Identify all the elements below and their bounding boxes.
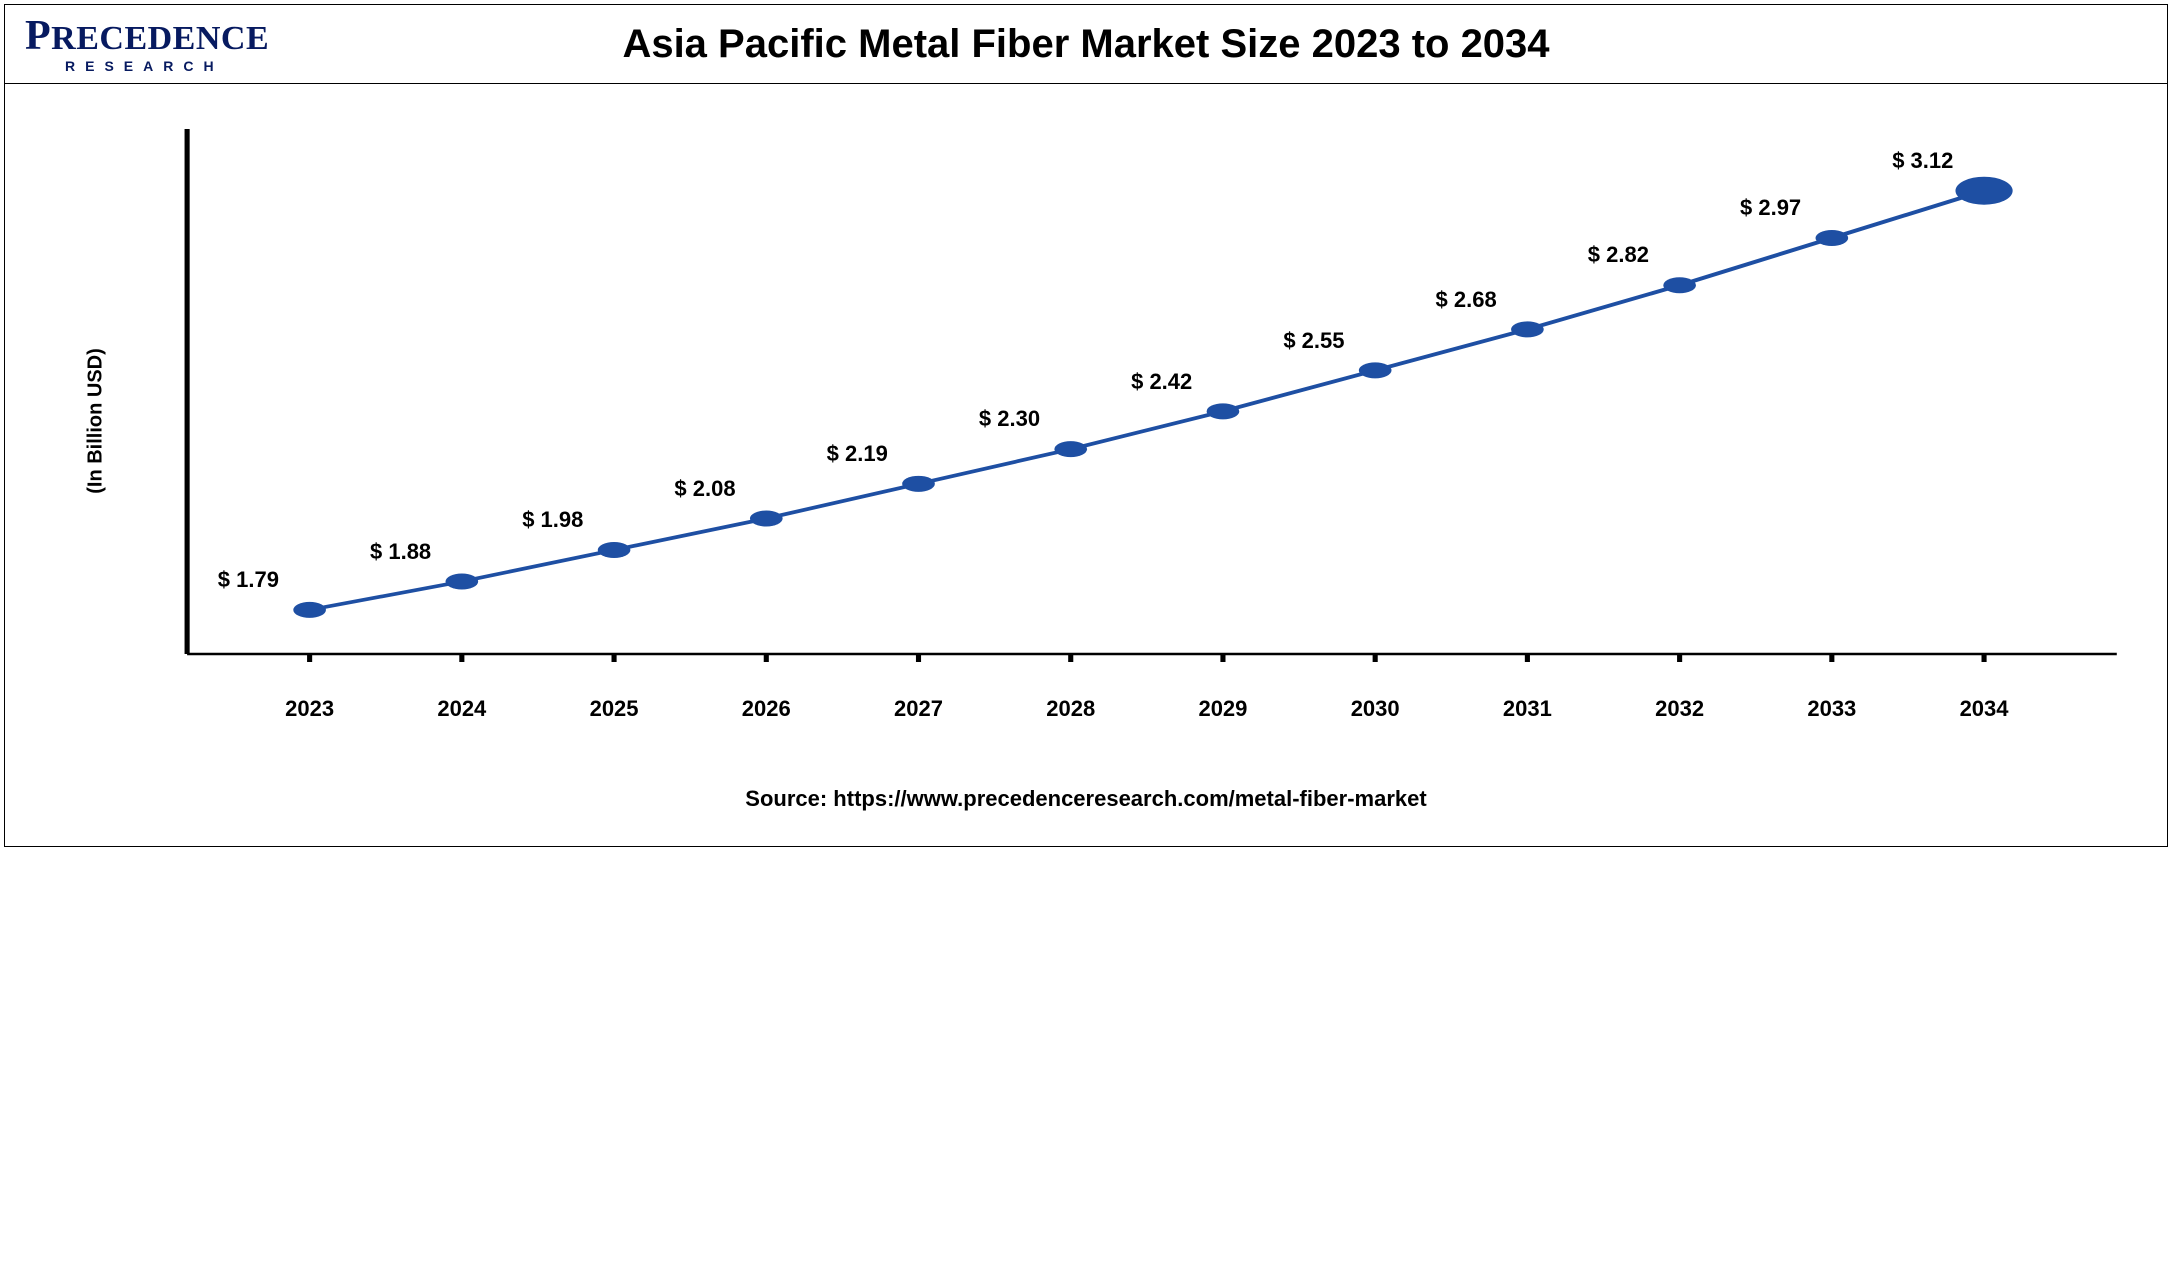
data-point — [293, 602, 326, 618]
x-tick-label: 2031 — [1503, 696, 1552, 722]
data-point — [1663, 277, 1696, 293]
data-label: $ 2.19 — [827, 441, 888, 467]
data-point — [1054, 441, 1087, 457]
chart-area: (In Billion USD) $ 1.79$ 1.88$ 1.98$ 2.0… — [5, 84, 2167, 758]
data-point — [1511, 321, 1544, 337]
x-tick-label: 2034 — [1960, 696, 2009, 722]
x-tick-label: 2024 — [437, 696, 486, 722]
data-point — [1359, 362, 1392, 378]
x-tick-label: 2025 — [590, 696, 639, 722]
x-tick-label: 2023 — [285, 696, 334, 722]
header: PRECEDENCE RESEARCH Asia Pacific Metal F… — [5, 5, 2167, 84]
logo: PRECEDENCE RESEARCH — [25, 15, 269, 73]
chart-title: Asia Pacific Metal Fiber Market Size 202… — [5, 22, 2167, 67]
data-point — [1816, 230, 1849, 246]
x-axis-ticks: 2023 2024 2025 2026 2027 2028 2029 2030 2031 2032… — [85, 688, 2127, 738]
data-label: $ 2.68 — [1436, 287, 1497, 313]
source-text: Source: https://www.precedenceresearch.c… — [5, 758, 2167, 846]
data-point — [598, 542, 631, 558]
x-tick-label: 2032 — [1655, 696, 1704, 722]
plot-svg — [85, 124, 2127, 684]
data-label: $ 2.97 — [1740, 195, 1801, 221]
data-label: $ 1.98 — [522, 507, 583, 533]
data-label: $ 3.12 — [1892, 148, 1953, 174]
data-point — [1955, 177, 2012, 205]
x-tick-label: 2033 — [1807, 696, 1856, 722]
data-point — [1207, 403, 1240, 419]
x-tick-label: 2026 — [742, 696, 791, 722]
data-label: $ 1.88 — [370, 539, 431, 565]
logo-main: PRECEDENCE — [25, 15, 269, 57]
plot-region: $ 1.79 $ 1.88 $ 1.98 $ 2.08 $ 2.19 $ 2.30 $ 2.… — [85, 124, 2127, 684]
chart-container: PRECEDENCE RESEARCH Asia Pacific Metal F… — [4, 4, 2168, 847]
logo-rest: RECEDENCE — [51, 20, 269, 57]
data-label: $ 2.82 — [1588, 242, 1649, 268]
data-label: $ 2.08 — [674, 476, 735, 502]
data-label: $ 2.42 — [1131, 369, 1192, 395]
data-point — [902, 476, 935, 492]
x-tick-label: 2027 — [894, 696, 943, 722]
x-tick-label: 2030 — [1351, 696, 1400, 722]
data-label: $ 2.30 — [979, 406, 1040, 432]
x-tick-label: 2029 — [1198, 696, 1247, 722]
data-label: $ 1.79 — [218, 567, 279, 593]
data-point — [750, 510, 783, 526]
data-point — [446, 574, 479, 590]
x-tick-label: 2028 — [1046, 696, 1095, 722]
data-label: $ 2.55 — [1283, 328, 1344, 354]
logo-sub: RESEARCH — [25, 59, 269, 73]
logo-first-letter: P — [25, 13, 51, 59]
